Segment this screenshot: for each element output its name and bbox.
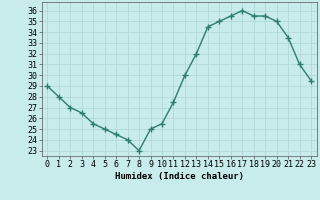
X-axis label: Humidex (Indice chaleur): Humidex (Indice chaleur) <box>115 172 244 181</box>
